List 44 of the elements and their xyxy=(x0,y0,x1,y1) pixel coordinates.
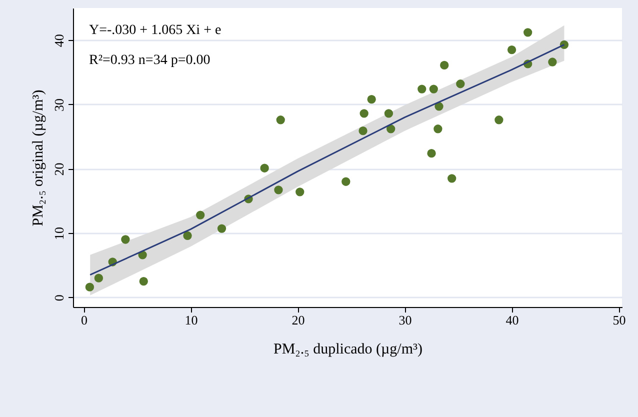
point xyxy=(427,149,436,158)
point xyxy=(523,28,532,37)
annotation: Y=-.030 + 1.065 Xi + e xyxy=(89,23,222,38)
y-axis-title: PM₂.₅ original (µg/m³) xyxy=(30,90,46,226)
y-tick-label: 0 xyxy=(52,294,66,302)
x-tick-label: 0 xyxy=(80,312,88,328)
point xyxy=(507,45,516,54)
point xyxy=(494,116,504,124)
x-tick-label: 50 xyxy=(612,312,626,328)
point xyxy=(217,224,226,233)
point xyxy=(384,109,394,118)
y-tick-label: 10 xyxy=(52,227,66,240)
point xyxy=(367,94,376,104)
point xyxy=(121,235,130,244)
point xyxy=(139,276,148,286)
point xyxy=(260,164,269,172)
x-axis-title: PM₂.₅ duplicado (µg/m³) xyxy=(273,342,423,358)
point xyxy=(440,60,449,70)
point xyxy=(548,58,557,66)
y-tick-label: 20 xyxy=(52,162,66,176)
point xyxy=(183,231,192,240)
y-tick-label: 30 xyxy=(52,98,66,112)
point xyxy=(434,102,444,111)
annotation: R²=0.93 n=34 p=0.00 xyxy=(89,53,210,68)
x-tick-label: 40 xyxy=(506,312,519,328)
y-tick-label: 40 xyxy=(52,34,66,48)
point xyxy=(274,186,283,194)
point xyxy=(434,124,442,134)
point xyxy=(448,174,456,183)
point xyxy=(360,109,368,118)
point xyxy=(429,84,438,94)
x-tick-label: 20 xyxy=(292,312,305,328)
point xyxy=(358,126,368,136)
point xyxy=(386,124,396,134)
point xyxy=(276,116,285,124)
point xyxy=(296,188,304,196)
point xyxy=(196,210,205,220)
x-tick-label: 10 xyxy=(184,312,198,328)
point xyxy=(418,84,426,94)
x-tick-label: 30 xyxy=(398,312,412,328)
point xyxy=(85,282,94,292)
point xyxy=(342,177,350,186)
point xyxy=(456,80,465,88)
point xyxy=(94,274,104,282)
